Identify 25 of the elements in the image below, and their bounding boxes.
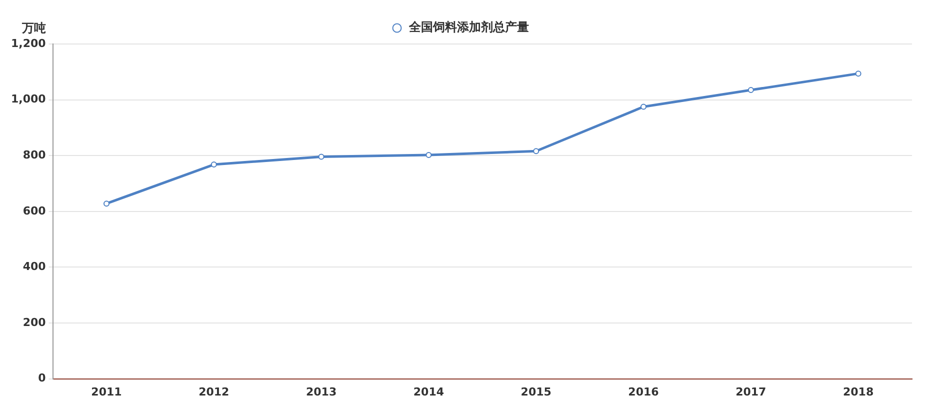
y-tick-label: 400: [22, 260, 46, 274]
point: [318, 154, 324, 160]
point: [640, 104, 646, 110]
point: [426, 152, 432, 158]
point: [748, 87, 754, 94]
point: [103, 200, 110, 207]
x-tick-label: 2018: [842, 385, 874, 398]
x-tick-label: 2017: [736, 385, 766, 398]
x-tick-label: 2013: [306, 385, 337, 398]
x-tick-label: 2012: [198, 385, 230, 398]
y-tick-label: 0: [38, 372, 46, 385]
y-tick-label: 800: [22, 148, 46, 162]
y-tick-label: 1,000: [10, 92, 46, 106]
x-tick-label: 2015: [520, 385, 552, 398]
x-tick-label: 2011: [91, 385, 122, 398]
y-tick-label: 600: [22, 204, 46, 218]
point: [855, 70, 862, 77]
x-tick-label: 2014: [413, 385, 444, 398]
y-axis-title: 万吨: [21, 21, 46, 36]
x-tick-label: 2016: [628, 385, 660, 398]
legend-label: 全国饲料添加剂总产量: [408, 20, 529, 34]
y-tick-label: 1,200: [10, 36, 46, 50]
y-tick-label: 200: [22, 316, 46, 329]
point: [210, 162, 217, 168]
point: [533, 148, 540, 154]
